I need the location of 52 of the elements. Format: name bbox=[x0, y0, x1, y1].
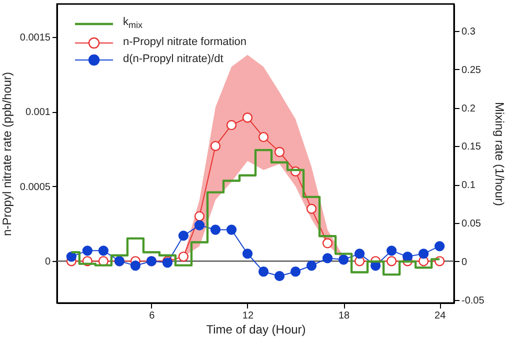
point bbox=[338, 254, 349, 265]
y2-tick-label: 0.3 bbox=[462, 26, 476, 38]
point bbox=[242, 112, 253, 123]
point bbox=[98, 246, 108, 256]
point bbox=[194, 220, 205, 230]
point bbox=[306, 204, 317, 214]
legend-label: k$_{mix}$ bbox=[123, 15, 142, 32]
point bbox=[418, 248, 429, 259]
point bbox=[210, 140, 221, 152]
y2-tick-label: 0.05 bbox=[462, 218, 482, 230]
legend-label: d(n-Propyl nitrate)/dt bbox=[123, 52, 224, 68]
point bbox=[386, 246, 397, 256]
point bbox=[274, 271, 285, 282]
point bbox=[66, 252, 76, 262]
point bbox=[210, 224, 221, 235]
x-tick-label: 18 bbox=[338, 310, 350, 322]
point bbox=[306, 260, 317, 271]
x-tick-label: 6 bbox=[149, 310, 156, 322]
point bbox=[322, 238, 333, 248]
y2-axis-title: Mixing rate (1/hour) bbox=[492, 102, 506, 206]
point bbox=[178, 252, 189, 262]
point bbox=[274, 146, 285, 158]
point bbox=[82, 246, 92, 256]
point bbox=[322, 253, 333, 264]
point bbox=[178, 230, 189, 241]
y2-tick-label: 0.2 bbox=[462, 103, 476, 114]
point bbox=[402, 252, 413, 262]
y2-tick-label: 0.15 bbox=[462, 142, 482, 153]
point bbox=[242, 248, 253, 259]
y-tick-label: 0 bbox=[44, 256, 51, 268]
y-tick-label: 0.0015 bbox=[20, 32, 51, 44]
point bbox=[226, 120, 237, 130]
point bbox=[434, 241, 445, 252]
point bbox=[290, 266, 301, 277]
y2-tick-label: 0.25 bbox=[462, 64, 482, 76]
point bbox=[194, 211, 205, 222]
y2-tick-label: 0 bbox=[462, 256, 468, 268]
y-tick-label: 0.0005 bbox=[20, 182, 51, 193]
x-tick-label: 12 bbox=[242, 310, 254, 322]
point bbox=[258, 266, 269, 277]
point bbox=[226, 224, 237, 235]
point bbox=[386, 256, 397, 266]
y-axis-title: n-Propyl nitrate rate (ppb/hour) bbox=[0, 72, 14, 236]
y2-tick-label: 0.1 bbox=[462, 180, 476, 192]
legend-label: n-Propyl nitrate formation bbox=[123, 35, 246, 50]
point bbox=[258, 132, 269, 142]
y2-tick-label: -0.05 bbox=[462, 295, 485, 306]
point bbox=[130, 260, 141, 271]
x-axis-title: Time of day (Hour) bbox=[206, 322, 306, 336]
y-tick-label: 0.001 bbox=[25, 107, 51, 118]
point bbox=[354, 248, 365, 259]
x-tick-label: 24 bbox=[434, 310, 446, 322]
